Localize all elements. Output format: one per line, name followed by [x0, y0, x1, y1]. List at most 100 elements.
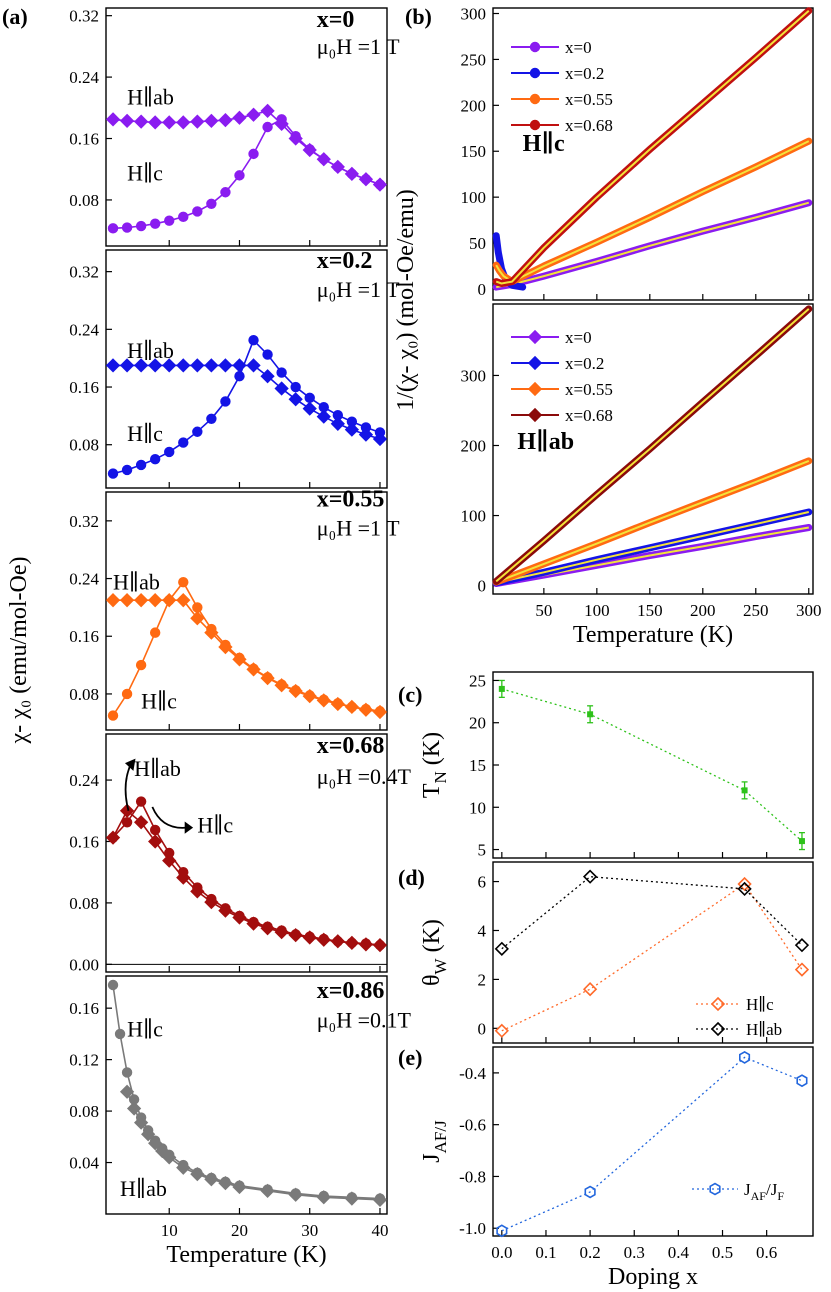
panel-d-label: (d) — [398, 865, 425, 890]
x-tick-label-b2: 100 — [584, 601, 610, 620]
data-point-a5 — [126, 1101, 142, 1116]
y-tick-label-a3: 0.32 — [69, 512, 99, 531]
data-point-a3 — [121, 688, 133, 700]
data-point-a2 — [204, 358, 219, 373]
data-point-a1 — [164, 215, 175, 226]
annotation-a2: μ₀H =1 T — [317, 277, 400, 302]
annotation-a3: H∥ab — [113, 569, 160, 594]
data-point-d — [494, 1023, 509, 1038]
y-axis-label-a: χ- χ₀ (emu/mol-Oe) — [6, 557, 32, 745]
x-axis-label-e: Doping x — [608, 1264, 698, 1290]
x-tick-label-b2: 50 — [535, 601, 552, 620]
data-point-a4 — [206, 893, 217, 905]
data-point-a3 — [234, 652, 245, 664]
annotation-a5: x=0.86 — [317, 978, 385, 1004]
data-point-a2 — [149, 453, 161, 465]
data-point-a4 — [178, 866, 189, 878]
data-point-a1 — [374, 179, 386, 190]
data-point-a3 — [135, 659, 147, 671]
legend-label-b2: x=0 — [565, 328, 592, 347]
chart-a5: 0.04 0.08 0.12 0.16 10 20 30 40 Temperature (K) x… — [69, 975, 412, 1268]
data-point-a1 — [246, 107, 261, 122]
y-tick-label-a3: 0.24 — [69, 570, 99, 589]
x-tick-label-a5: 40 — [371, 1221, 388, 1240]
legend-marker-b1 — [529, 41, 541, 53]
panel-e-label: (e) — [398, 1045, 422, 1070]
data-point-a2 — [164, 446, 175, 458]
data-point-a1 — [304, 144, 315, 155]
y-axis-label-c: TN (K) — [419, 732, 450, 798]
data-point-a2 — [276, 367, 287, 378]
legend-label-b2: x=0.68 — [565, 406, 613, 425]
data-point-a1 — [148, 115, 163, 130]
y-tick-label-a1: 0.32 — [69, 7, 99, 26]
data-point-a1 — [162, 115, 177, 130]
y-tick-label-a4: 0.16 — [69, 832, 99, 851]
data-point-c — [741, 787, 748, 794]
data-point-a3 — [190, 611, 205, 626]
x-tick-label-e: 0.6 — [756, 1243, 777, 1262]
data-point-a3 — [178, 576, 189, 588]
data-point-a5 — [316, 1190, 331, 1205]
data-point-a2 — [302, 401, 317, 416]
data-point-a3 — [133, 593, 149, 608]
y-tick-label-b1: 250 — [461, 50, 487, 69]
annotation-a1: x=0 — [317, 7, 355, 33]
fit-line-b1 — [495, 140, 810, 283]
data-point-d — [794, 938, 810, 953]
x-tick-label-a5: 10 — [161, 1221, 178, 1240]
y-tick-label-a3: 0.08 — [69, 685, 99, 704]
legend-marker-b1 — [529, 67, 541, 79]
annotation-a1: H∥c — [127, 161, 163, 186]
y-tick-label-a1: 0.16 — [69, 130, 99, 149]
y-tick-label-a4: 0.08 — [69, 894, 99, 913]
x-tick-label-e: 0.5 — [712, 1243, 733, 1262]
data-point-c — [798, 838, 805, 845]
data-point-a4 — [220, 903, 231, 914]
chart-b2: 0 100 200 300 50 100 150 200 250 300 Temperature (… — [461, 303, 822, 648]
data-point-a3 — [119, 593, 135, 608]
data-point-a4 — [360, 938, 372, 949]
annotation-a5: H∥c — [127, 1016, 163, 1041]
y-tick-label-a4: 0.00 — [69, 955, 99, 974]
legend-label-b2: x=0.55 — [565, 380, 613, 399]
data-point-a3 — [206, 623, 217, 635]
fit-line-b1 — [495, 10, 810, 285]
plot-frame-d — [492, 861, 814, 1044]
plot-frame-a2 — [105, 249, 388, 489]
data-point-a2 — [262, 349, 273, 360]
data-point-a2 — [190, 358, 205, 373]
annotation-a3: H∥c — [141, 688, 177, 713]
y-tick-label-a2: 0.16 — [69, 378, 99, 397]
x-tick-label-e: 0.2 — [579, 1243, 600, 1262]
data-point-d — [582, 982, 598, 997]
annotation-a2: H∥ab — [127, 338, 174, 363]
panel-a-label: (a) — [2, 4, 28, 29]
data-point-a1 — [121, 222, 133, 233]
data-point-a4 — [119, 803, 135, 818]
x-axis-label-b2: Temperature (K) — [573, 622, 733, 648]
data-point-a2 — [121, 464, 133, 476]
chart-c: 5 10 15 20 25 TN (K) — [419, 671, 814, 860]
legend-marker-d — [710, 996, 726, 1012]
data-point-a1 — [133, 114, 149, 129]
legend-marker-b1 — [529, 119, 541, 131]
data-point-a1 — [105, 112, 121, 127]
data-point-a5 — [121, 1067, 133, 1078]
data-point-a5 — [190, 1166, 205, 1182]
data-point-a4 — [192, 882, 203, 893]
data-point-a2 — [288, 392, 303, 407]
data-point-a4 — [374, 939, 386, 951]
annotation-a4: x=0.68 — [317, 733, 385, 759]
data-point-a4 — [262, 921, 273, 932]
data-point-a3 — [318, 694, 329, 705]
panel-c-label: (c) — [398, 682, 422, 707]
annotation-a2: x=0.2 — [317, 248, 373, 274]
data-point-a1 — [107, 223, 119, 234]
data-point-a5 — [119, 1084, 135, 1099]
arrow-ab-head — [124, 758, 136, 771]
data-point-a4 — [133, 815, 149, 830]
data-point-d — [737, 876, 752, 892]
data-point-a2 — [178, 437, 189, 448]
